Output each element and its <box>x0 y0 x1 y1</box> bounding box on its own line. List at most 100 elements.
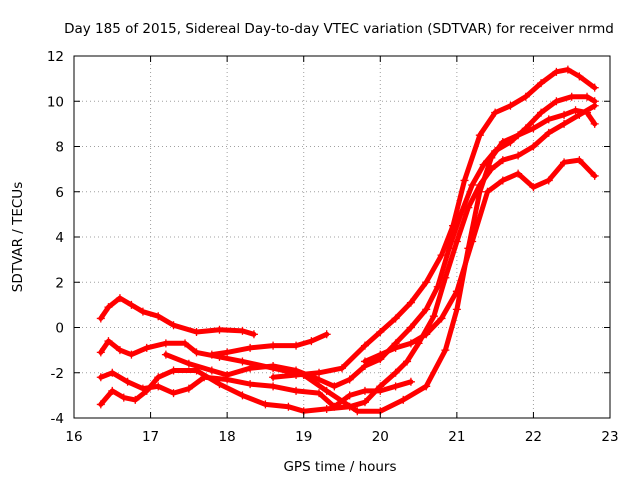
data-point <box>468 180 477 189</box>
data-point <box>529 124 538 133</box>
data-point <box>399 395 408 404</box>
data-point <box>360 341 369 350</box>
series-arc-5 <box>163 94 598 389</box>
data-point <box>567 92 576 101</box>
data-point <box>96 314 105 323</box>
y-tick-label: 8 <box>55 140 64 156</box>
data-point <box>506 101 515 110</box>
data-point <box>184 359 193 368</box>
data-point <box>441 346 450 355</box>
data-point <box>506 137 515 146</box>
data-point <box>590 171 599 180</box>
data-point <box>261 400 270 409</box>
data-point <box>360 398 369 407</box>
y-axis: -4 -2 0 2 4 6 8 10 12 <box>47 49 610 427</box>
data-point <box>403 357 412 366</box>
y-tick-label: 6 <box>55 185 64 201</box>
data-point <box>192 328 201 337</box>
data-point <box>452 287 461 296</box>
data-point <box>249 330 258 339</box>
data-point <box>315 375 324 384</box>
data-point <box>452 237 461 246</box>
data-point <box>207 350 216 359</box>
x-tick-label: 19 <box>295 429 312 445</box>
data-point <box>475 180 484 189</box>
series-arc-7 <box>270 67 598 380</box>
data-point <box>475 131 484 140</box>
data-point <box>575 156 584 165</box>
y-tick-label: 10 <box>47 94 64 110</box>
data-point <box>449 221 458 230</box>
data-point <box>437 251 446 260</box>
x-tick-label: 16 <box>65 429 82 445</box>
data-point <box>345 391 354 400</box>
series-arc-1 <box>98 295 257 337</box>
data-point <box>330 382 339 391</box>
data-point <box>376 350 385 359</box>
data-point <box>560 110 569 119</box>
data-point <box>142 343 151 352</box>
data-point <box>479 160 488 169</box>
data-point <box>391 382 400 391</box>
data-point <box>544 128 553 137</box>
y-tick-label: 2 <box>55 275 64 291</box>
data-point <box>246 364 255 373</box>
data-point <box>115 346 124 355</box>
data-point <box>169 366 178 375</box>
data-point <box>422 330 431 339</box>
data-point <box>315 389 324 398</box>
data-point <box>498 156 507 165</box>
data-point <box>322 404 331 413</box>
data-point <box>181 339 190 348</box>
data-point <box>169 389 178 398</box>
data-point <box>223 371 232 380</box>
data-point <box>590 97 599 106</box>
data-point <box>269 373 278 382</box>
data-point <box>487 165 496 174</box>
data-point <box>560 119 569 128</box>
data-point <box>207 366 216 375</box>
data-point <box>96 400 105 409</box>
data-point <box>127 350 136 359</box>
data-point <box>406 323 415 332</box>
data-point <box>238 357 247 366</box>
data-point <box>429 312 438 321</box>
data-point <box>391 314 400 323</box>
data-point <box>215 380 224 389</box>
y-axis-label: SDTVAR / TECUs <box>10 182 26 292</box>
x-tick-label: 21 <box>448 429 465 445</box>
data-point <box>563 65 572 74</box>
data-point <box>560 158 569 167</box>
data-point <box>360 357 369 366</box>
data-point <box>322 386 331 395</box>
data-point <box>552 67 561 76</box>
data-point <box>246 380 255 389</box>
data-point <box>521 124 530 133</box>
data-point <box>483 187 492 196</box>
data-point <box>552 97 561 106</box>
data-point <box>138 307 147 316</box>
data-point <box>96 373 105 382</box>
data-point <box>544 176 553 185</box>
x-tick-label: 17 <box>142 429 159 445</box>
data-point <box>422 382 431 391</box>
data-point <box>590 119 599 128</box>
data-point <box>123 377 132 386</box>
y-tick-label: -4 <box>51 411 64 427</box>
x-axis: 16 17 18 19 20 21 22 23 <box>65 56 619 445</box>
data-point <box>108 386 117 395</box>
data-point <box>590 83 599 92</box>
data-point <box>96 348 105 357</box>
data-point <box>406 377 415 386</box>
x-tick-label: 23 <box>601 429 618 445</box>
data-point <box>376 328 385 337</box>
data-point <box>452 305 461 314</box>
series-arc-2 <box>98 107 598 414</box>
data-point <box>169 321 178 330</box>
data-point <box>391 343 400 352</box>
data-point <box>460 176 469 185</box>
y-tick-label: 4 <box>55 230 64 246</box>
x-tick-label: 20 <box>372 429 389 445</box>
y-tick-label: 0 <box>55 321 64 337</box>
data-point <box>544 115 553 124</box>
